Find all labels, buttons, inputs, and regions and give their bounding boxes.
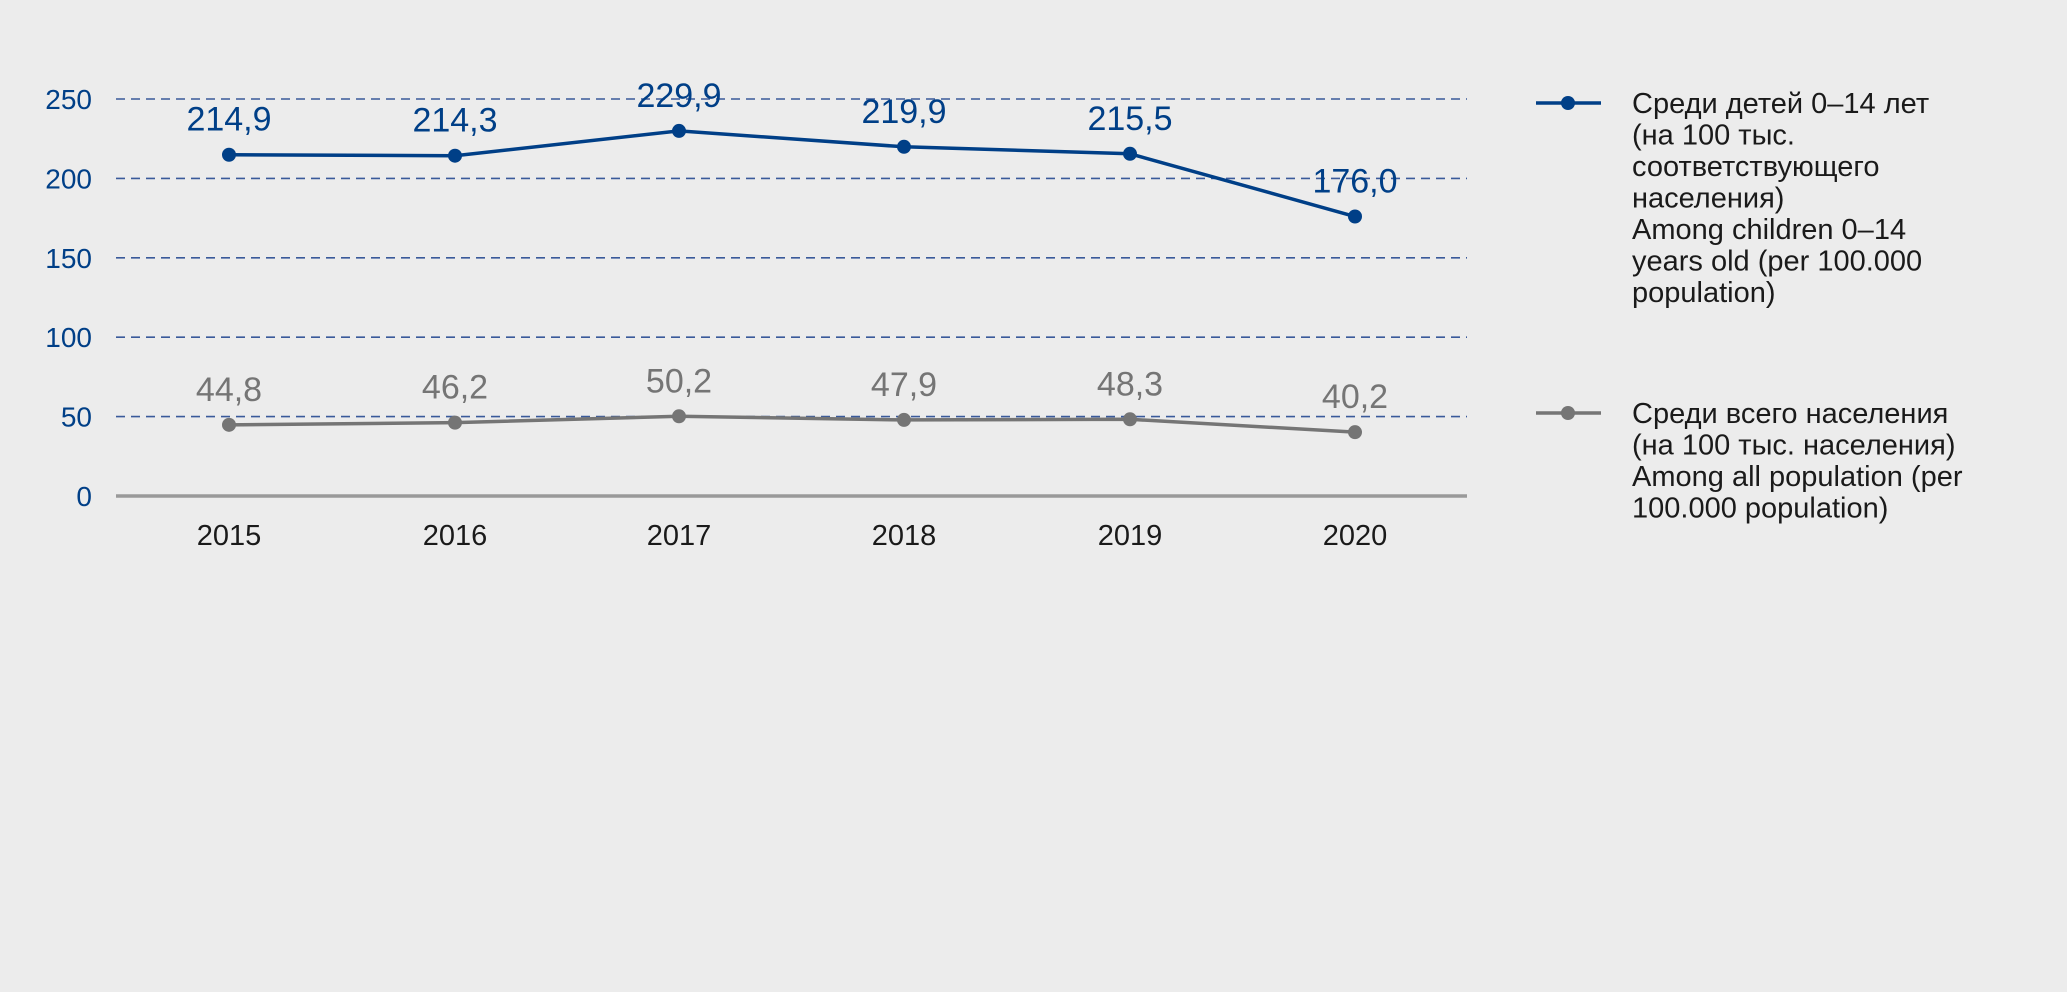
legend-label: соответствующего	[1632, 151, 1879, 183]
legend-label: Among all population (per	[1632, 461, 1963, 493]
legend-marker-icon	[1561, 406, 1575, 420]
y-tick-label: 0	[76, 481, 92, 512]
legend-label: 100.000 population)	[1632, 493, 1888, 525]
legend-label: Среди всего населения	[1632, 398, 1948, 430]
data-label: 215,5	[1087, 100, 1172, 138]
x-tick-label: 2015	[197, 520, 262, 552]
data-label: 229,9	[636, 77, 721, 115]
legend-item-0: Среди детей 0–14 лет(на 100 тыс.соответс…	[1536, 88, 1929, 309]
x-tick-label: 2020	[1323, 520, 1388, 552]
data-label: 47,9	[871, 366, 937, 404]
legend-label: (на 100 тыс.	[1632, 120, 1795, 152]
data-label: 214,9	[186, 101, 271, 139]
x-tick-label: 2016	[423, 520, 488, 552]
y-tick-label: 150	[45, 243, 92, 274]
data-point	[1123, 412, 1137, 427]
data-point	[222, 147, 236, 162]
series-line-0	[228, 129, 1356, 219]
x-tick-label: 2018	[872, 520, 937, 552]
data-point	[897, 412, 911, 427]
data-label: 214,3	[412, 102, 497, 140]
y-tick-label: 250	[45, 84, 92, 115]
series-line-1	[228, 414, 1356, 434]
data-label: 48,3	[1097, 365, 1163, 403]
legend-marker-icon	[1561, 96, 1575, 110]
data-label: 40,2	[1322, 378, 1388, 416]
y-tick-label: 200	[45, 163, 92, 194]
data-point	[672, 409, 686, 424]
legend-item-1: Среди всего населения(на 100 тыс. населе…	[1536, 398, 1963, 525]
data-point	[448, 415, 462, 430]
legend-label: Among children 0–14	[1632, 214, 1906, 246]
data-point	[448, 148, 462, 163]
data-point	[1348, 209, 1362, 224]
data-label: 176,0	[1312, 163, 1397, 201]
data-point	[1123, 146, 1137, 161]
x-tick-label: 2017	[647, 520, 712, 552]
data-label: 44,8	[196, 371, 262, 409]
data-point	[1348, 425, 1362, 440]
data-point	[222, 417, 236, 432]
y-tick-label: 50	[61, 402, 92, 433]
legend-label: Среди детей 0–14 лет	[1632, 88, 1929, 120]
legend-label: населения)	[1632, 183, 1784, 215]
data-point	[897, 139, 911, 154]
legend-label: population)	[1632, 277, 1776, 309]
y-tick-label: 100	[45, 322, 92, 353]
x-tick-label: 2019	[1098, 520, 1163, 552]
data-label: 219,9	[861, 93, 946, 131]
legend-label: (на 100 тыс. населения)	[1632, 430, 1955, 462]
legend-label: years old (per 100.000	[1632, 246, 1922, 278]
data-point	[672, 123, 686, 138]
data-label: 50,2	[646, 362, 712, 400]
data-label: 46,2	[422, 369, 488, 407]
